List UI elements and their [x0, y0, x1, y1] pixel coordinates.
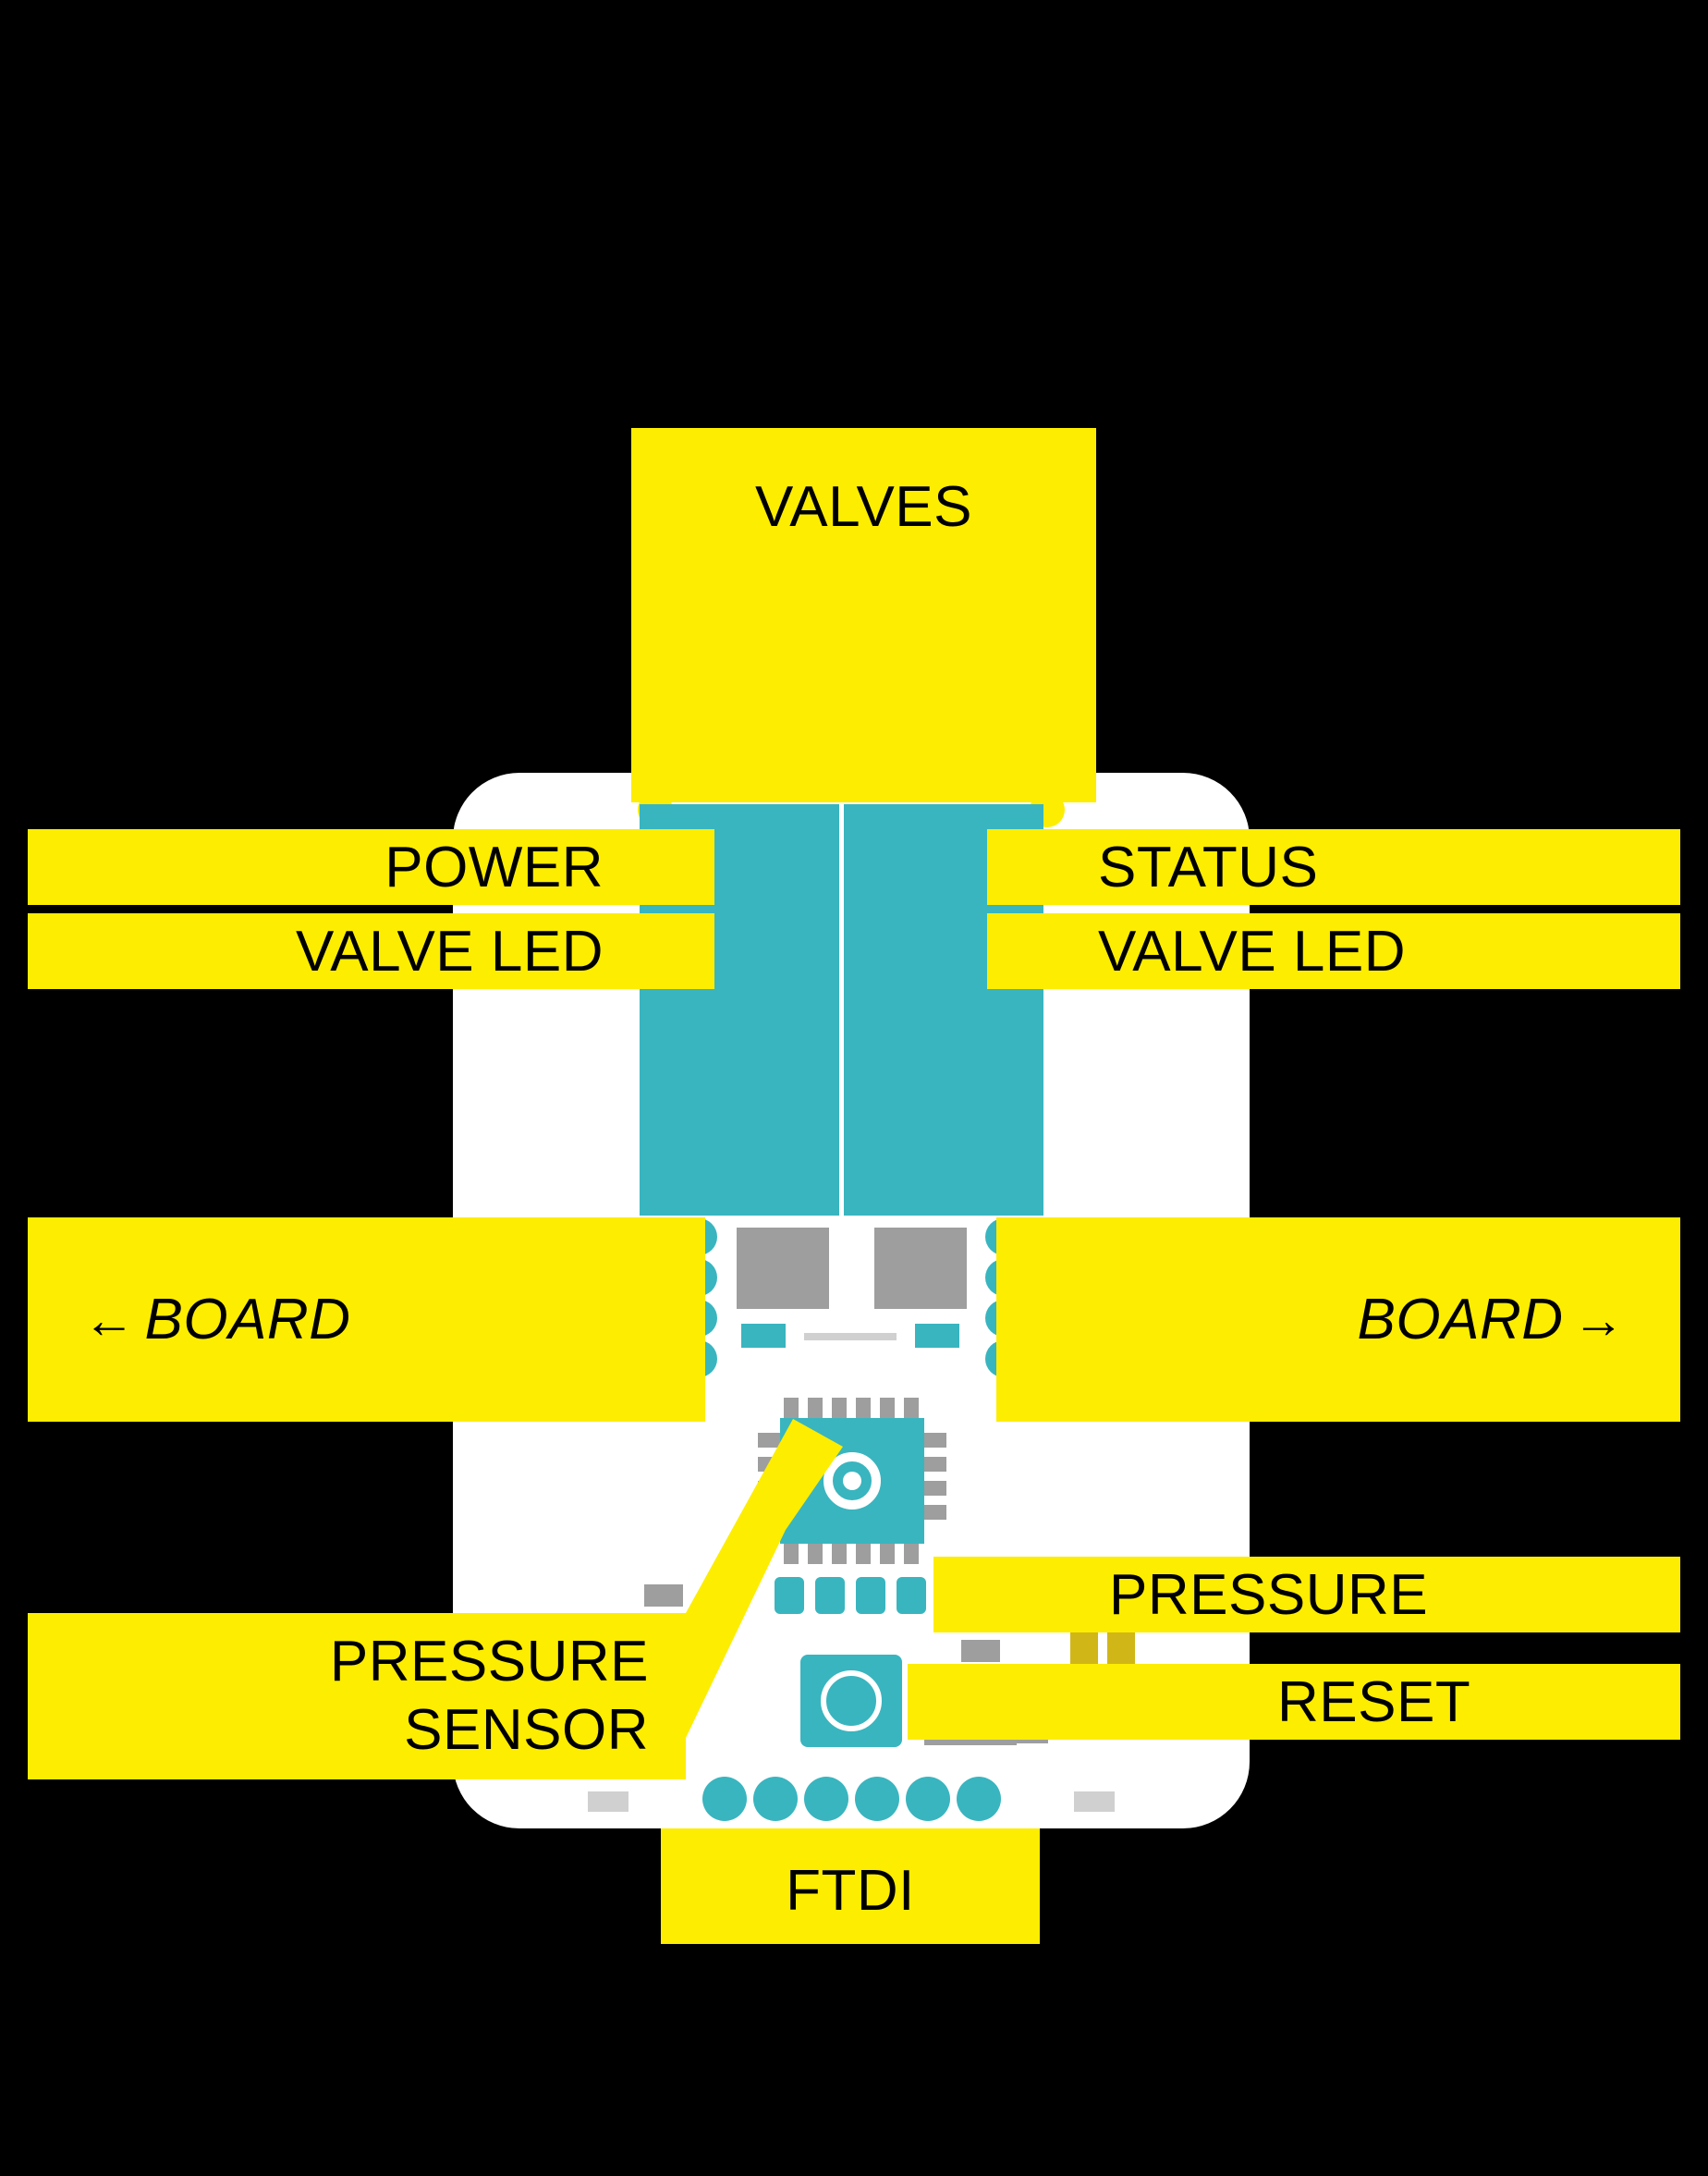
reset-label: RESET — [908, 1664, 1680, 1740]
ftdi-label: FTDI — [661, 1828, 1040, 1944]
status-label: STATUS — [987, 829, 1680, 905]
valve-led-left-text: VALVE LED — [296, 919, 604, 984]
arrow-left-icon: ← — [74, 1290, 145, 1350]
board-right-label: BOARD → — [996, 1217, 1680, 1422]
pressure-label: PRESSURE — [933, 1557, 1680, 1632]
arrow-right-icon: → — [1564, 1290, 1635, 1350]
valve-led-right-label: VALVE LED — [987, 913, 1680, 989]
power-label: POWER — [28, 829, 714, 905]
board-left-text: BOARD — [145, 1287, 351, 1352]
power-label-text: POWER — [384, 835, 604, 900]
pressure-sensor-label: PRESSURE SENSOR — [28, 1613, 686, 1779]
reset-button-icon — [800, 1655, 902, 1747]
pressure-sensor-line1: PRESSURE — [330, 1628, 649, 1696]
status-label-text: STATUS — [1098, 835, 1318, 900]
reset-label-text: RESET — [1277, 1669, 1470, 1735]
valves-label-text: VALVES — [755, 474, 972, 540]
valve-led-left-label: VALVE LED — [28, 913, 714, 989]
ftdi-label-text: FTDI — [786, 1858, 915, 1924]
ftdi-header-icon — [691, 1770, 1011, 1828]
board-left-label: ← BOARD — [28, 1217, 705, 1422]
board-right-text: BOARD — [1358, 1287, 1564, 1352]
valves-label: VALVES — [631, 428, 1096, 802]
pressure-label-text: PRESSURE — [1109, 1562, 1428, 1628]
valve-led-right-text: VALVE LED — [1098, 919, 1406, 984]
pressure-sensor-line2: SENSOR — [404, 1696, 649, 1765]
